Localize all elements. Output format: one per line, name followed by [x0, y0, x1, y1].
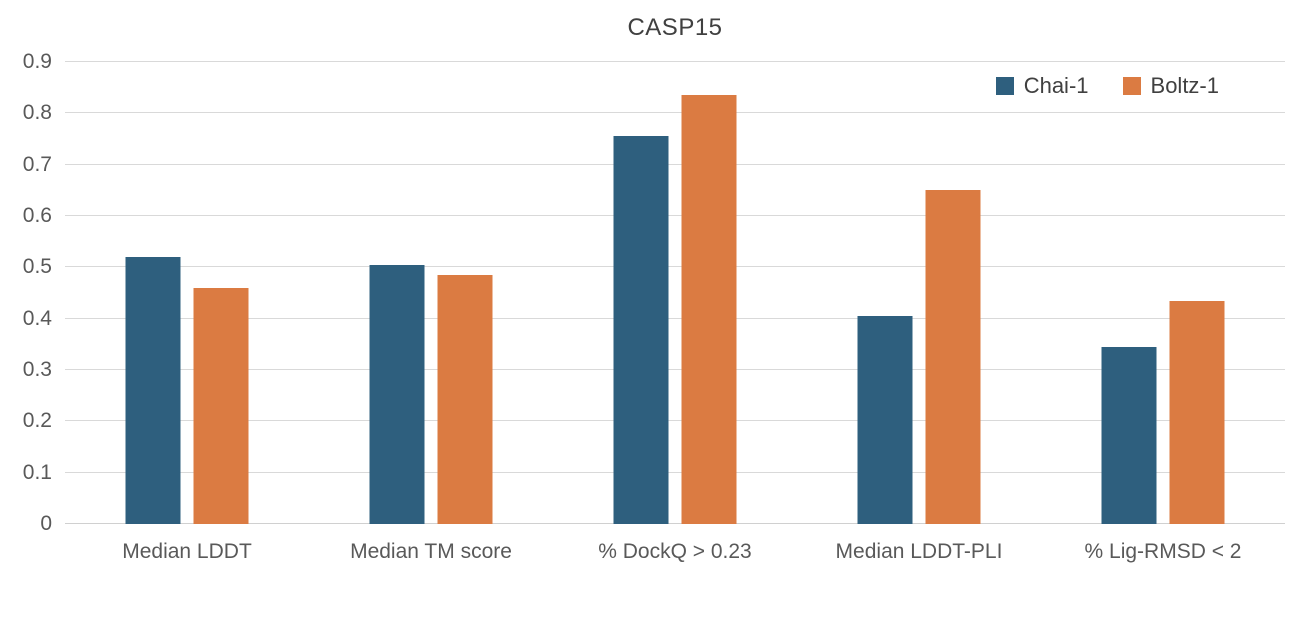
bar-group-median-lddt — [125, 257, 249, 524]
y-tick-label-0.7: 0.7 — [22, 152, 52, 176]
legend-item-boltz-1: Boltz-1 — [1122, 73, 1219, 99]
y-tick-label-0.3: 0.3 — [22, 358, 52, 381]
bar-chai-1-median-tm-score — [369, 264, 425, 524]
bar-boltz-1-median-lddt — [193, 287, 249, 524]
x-tick-label-median-tm-score: Median TM score — [350, 540, 512, 563]
gridline-0.9 — [65, 61, 1285, 62]
y-tick-label-0.9: 0.9 — [22, 50, 52, 73]
bar-group-dockq-0-23 — [613, 95, 737, 524]
bar-boltz-1-lig-rmsd-2 — [1169, 300, 1225, 524]
bar-boltz-1-dockq-0-23 — [681, 95, 737, 524]
legend-item-chai-1: Chai-1 — [995, 73, 1089, 99]
chart-title: CASP15 — [627, 14, 723, 41]
gridline-0.1 — [65, 471, 1285, 473]
gridline-0.8 — [65, 112, 1285, 114]
gridline-0.4 — [65, 317, 1285, 319]
bar-group-lig-rmsd-2 — [1101, 300, 1225, 524]
y-tick-label-0: 0 — [40, 512, 52, 535]
y-tick-label-0.2: 0.2 — [22, 409, 52, 433]
legend: Chai-1 Boltz-1 — [995, 73, 1219, 99]
gridline-0 — [65, 523, 1285, 524]
boltz-1-swatch-icon — [1122, 77, 1141, 95]
bar-chai-1-median-lddt-pli — [857, 316, 913, 524]
y-tick-label-0.4: 0.4 — [22, 306, 52, 330]
x-tick-label-lig-rmsd-2: % Lig-RMSD < 2 — [1084, 540, 1242, 563]
gridline-0.3 — [65, 369, 1285, 370]
x-tick-label-dockq-0-23: % DockQ > 0.23 — [598, 540, 752, 563]
gridline-0.7 — [65, 163, 1285, 165]
bar-chai-1-dockq-0-23 — [613, 136, 669, 524]
y-tick-label-0.8: 0.8 — [22, 101, 52, 125]
gridline-0.6 — [65, 215, 1285, 216]
bar-group-median-lddt-pli — [857, 190, 981, 524]
bar-boltz-1-median-lddt-pli — [925, 190, 981, 524]
gridline-0.2 — [65, 420, 1285, 422]
bar-chai-1-median-lddt — [125, 257, 181, 524]
chai-1-swatch-icon — [995, 77, 1014, 95]
legend-label-boltz-1: Boltz-1 — [1150, 73, 1219, 98]
y-tick-label-0.5: 0.5 — [22, 255, 52, 279]
x-tick-label-median-lddt: Median LDDT — [122, 540, 252, 563]
gridline-0.5 — [65, 266, 1285, 268]
bar-boltz-1-median-tm-score — [437, 275, 493, 524]
bar-chai-1-lig-rmsd-2 — [1101, 346, 1157, 524]
legend-label-chai-1: Chai-1 — [1023, 73, 1089, 98]
plot-area: Chai-1 Boltz-1 — [65, 61, 1285, 524]
x-tick-label-median-lddt-pli: Median LDDT-PLI — [835, 540, 1003, 563]
y-tick-label-0.6: 0.6 — [22, 204, 52, 227]
y-tick-label-0.1: 0.1 — [22, 460, 52, 484]
bar-group-median-tm-score — [369, 264, 493, 524]
